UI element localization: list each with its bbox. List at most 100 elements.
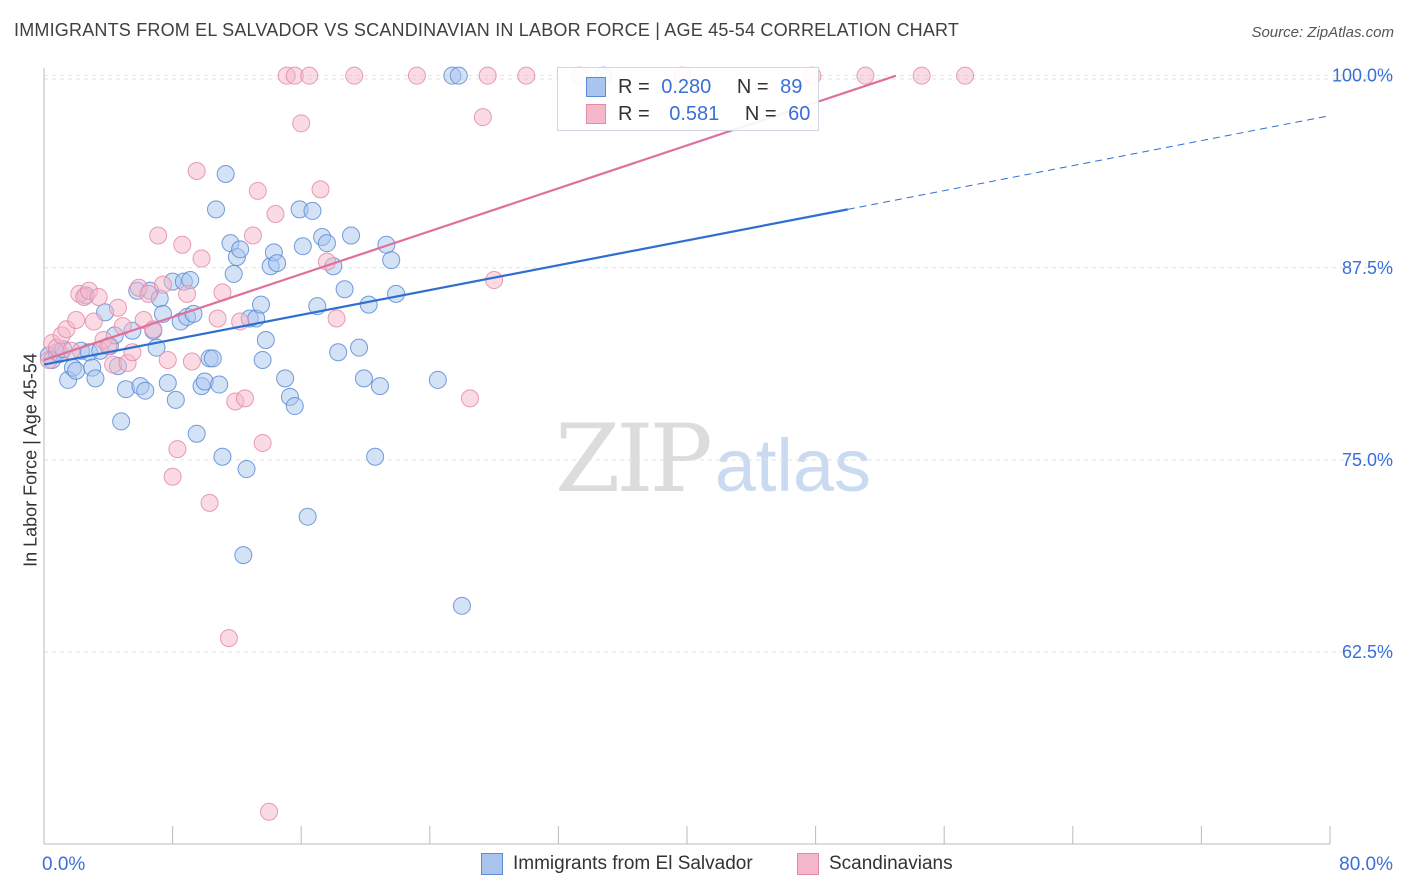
point-blue-66 — [303, 201, 322, 220]
bottom-legend-swatch-blue — [481, 853, 503, 875]
point-blue-23 — [136, 381, 155, 400]
bottom-legend-label-1: Immigrants from El Salvador — [513, 853, 753, 874]
point-pink-48 — [300, 66, 319, 85]
point-pink-57 — [517, 66, 536, 85]
point-blue-7 — [67, 361, 86, 380]
point-blue-18 — [112, 412, 131, 431]
y-tick-label-2: 87.5% — [1342, 258, 1393, 278]
point-pink-63 — [956, 66, 975, 85]
bottom-legend-label-2: Scandinavians — [829, 853, 953, 874]
point-blue-43 — [210, 375, 229, 394]
y-tick-label-0: 62.5% — [1342, 642, 1393, 662]
point-blue-81 — [387, 284, 406, 303]
point-blue-42 — [207, 200, 226, 219]
point-blue-84 — [449, 66, 468, 85]
point-pink-55 — [478, 66, 497, 85]
point-pink-23 — [149, 226, 168, 245]
point-pink-15 — [108, 298, 127, 317]
point-pink-30 — [182, 352, 201, 371]
point-blue-31 — [166, 390, 185, 409]
point-pink-26 — [163, 467, 182, 486]
point-pink-28 — [173, 235, 192, 254]
point-blue-12 — [86, 369, 105, 388]
point-blue-74 — [350, 338, 369, 357]
point-pink-49 — [311, 180, 330, 199]
point-pink-36 — [219, 629, 238, 648]
legend-r-label-1: R = — [618, 75, 650, 98]
point-blue-82 — [428, 370, 447, 389]
y-axis-label: In Labor Force | Age 45-54 — [20, 353, 41, 567]
point-pink-61 — [856, 66, 875, 85]
point-pink-52 — [345, 66, 364, 85]
trendline-blue-extension — [847, 115, 1331, 210]
bottom-legend-swatch-pink — [797, 853, 819, 875]
point-blue-76 — [359, 295, 378, 314]
point-pink-25 — [158, 350, 177, 369]
point-pink-41 — [248, 181, 267, 200]
point-pink-11 — [89, 287, 108, 306]
point-blue-72 — [335, 280, 354, 299]
point-blue-64 — [293, 237, 312, 256]
point-pink-27 — [168, 440, 187, 459]
trendline-blue — [43, 208, 848, 366]
point-blue-47 — [224, 264, 243, 283]
legend-n-label-2: N = — [744, 102, 777, 125]
point-pink-33 — [200, 493, 219, 512]
point-blue-55 — [253, 350, 272, 369]
chart-title: IMMIGRANTS FROM EL SALVADOR VS SCANDINAV… — [14, 20, 960, 40]
point-blue-62 — [285, 397, 304, 416]
point-pink-31 — [187, 161, 206, 180]
watermark-atlas: atlas — [714, 424, 872, 507]
point-blue-37 — [187, 424, 206, 443]
y-tick-label-3: 100.0% — [1332, 66, 1393, 86]
legend-n-value-1: 89 — [780, 75, 803, 98]
point-blue-85 — [452, 596, 471, 615]
point-pink-40 — [243, 226, 262, 245]
point-pink-29 — [178, 284, 197, 303]
point-blue-78 — [370, 377, 389, 396]
point-blue-60 — [276, 369, 295, 388]
legend-n-value-2: 60 — [788, 102, 811, 125]
point-blue-69 — [317, 234, 336, 253]
point-pink-54 — [473, 108, 492, 127]
x-tick-label-max: 80.0% — [1339, 854, 1393, 875]
point-blue-45 — [216, 165, 235, 184]
point-blue-77 — [366, 447, 385, 466]
point-blue-59 — [268, 254, 287, 273]
point-pink-34 — [208, 309, 227, 328]
x-tick-label-min: 0.0% — [42, 854, 85, 875]
legend-swatch-pink — [586, 104, 606, 124]
legend-r-value-1: 0.280 — [661, 75, 712, 98]
point-blue-29 — [158, 374, 177, 393]
point-blue-54 — [252, 295, 271, 314]
point-pink-42 — [253, 433, 272, 452]
point-pink-51 — [327, 309, 346, 328]
point-pink-47 — [292, 114, 311, 133]
point-blue-41 — [203, 349, 222, 368]
point-pink-53 — [407, 66, 426, 85]
point-blue-51 — [237, 460, 256, 479]
correlation-legend: R = 0.280 N = 89 R = 0.581 N = 60 — [557, 67, 819, 131]
point-pink-44 — [266, 204, 285, 223]
point-pink-62 — [912, 66, 931, 85]
point-pink-39 — [235, 389, 254, 408]
legend-n-label-1: N = — [736, 75, 769, 98]
y-tick-label-1: 75.0% — [1342, 450, 1393, 470]
point-blue-65 — [298, 507, 317, 526]
legend-r-value-2: 0.581 — [669, 102, 720, 125]
point-pink-64 — [460, 389, 479, 408]
point-blue-73 — [342, 226, 361, 245]
legend-r-label-2: R = — [618, 102, 650, 125]
point-pink-56 — [485, 271, 504, 290]
point-blue-50 — [234, 546, 253, 565]
point-pink-21 — [139, 284, 158, 303]
point-pink-32 — [192, 249, 211, 268]
point-pink-10 — [84, 312, 103, 331]
point-blue-44 — [213, 447, 232, 466]
legend-swatch-blue — [586, 77, 606, 97]
point-blue-49 — [231, 240, 250, 259]
point-pink-24 — [153, 275, 172, 294]
point-pink-6 — [67, 311, 86, 330]
point-pink-43 — [260, 802, 279, 821]
